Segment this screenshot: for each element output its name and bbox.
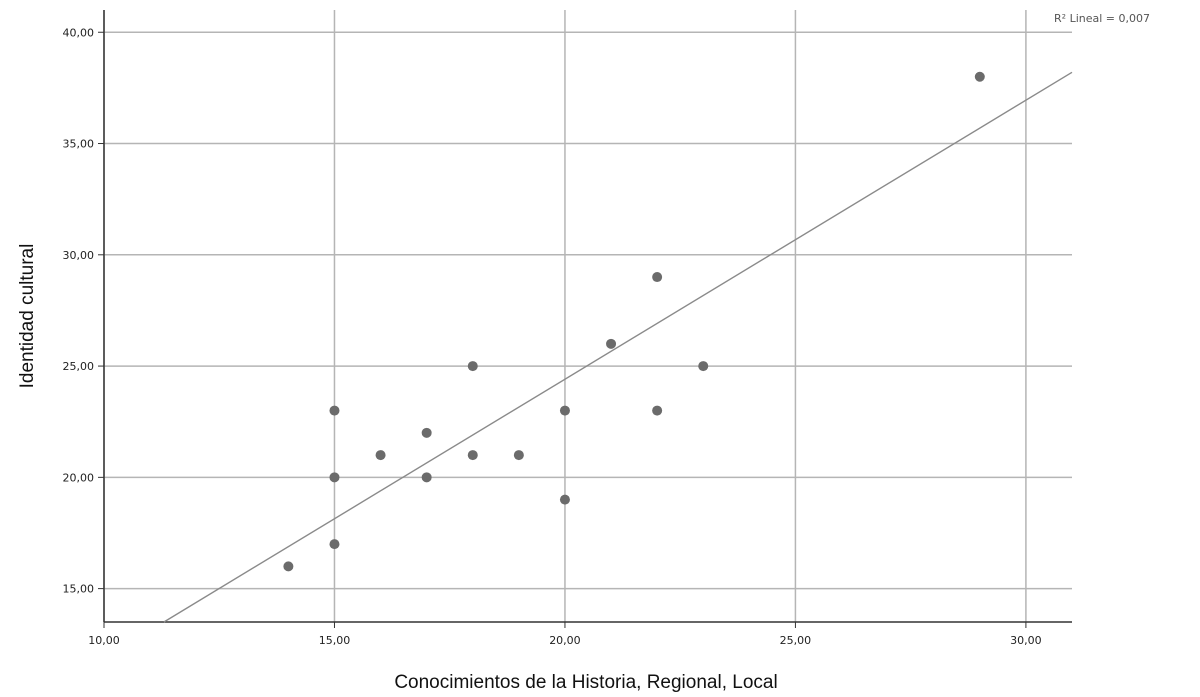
data-point: [421, 472, 432, 483]
y-tick-label: 35,00: [63, 138, 95, 151]
data-point: [329, 472, 340, 483]
data-point: [698, 361, 709, 372]
data-point: [329, 405, 340, 416]
y-tick-label: 40,00: [63, 26, 95, 39]
data-point: [652, 405, 663, 416]
data-point: [652, 272, 663, 283]
data-point: [467, 361, 478, 372]
data-point: [283, 561, 294, 572]
y-tick-label: 20,00: [63, 471, 95, 484]
y-tick-label: 25,00: [63, 360, 95, 373]
x-tick-label: 20,00: [549, 634, 581, 647]
y-tick-label: 15,00: [63, 583, 95, 596]
data-point: [467, 450, 478, 461]
x-tick-label: 25,00: [780, 634, 812, 647]
data-point: [559, 494, 570, 505]
grid-lines: [103, 10, 1072, 622]
x-tick-label: 30,00: [1010, 634, 1042, 647]
data-point: [329, 539, 340, 550]
tick-labels: 10,00 15,00 20,00 25,00 30,00 15,00 20,00 25,00…: [63, 26, 1042, 647]
data-point: [974, 71, 985, 82]
x-axis-title: Conocimientos de la Historia, Regional, …: [394, 672, 777, 693]
data-point: [559, 405, 570, 416]
y-tick-label: 30,00: [63, 249, 95, 262]
data-point: [513, 450, 524, 461]
data-points: [283, 71, 985, 572]
regression-line: [163, 71, 1073, 623]
x-tick-label: 10,00: [88, 634, 120, 647]
y-axis-title: Identidad cultural: [17, 244, 38, 389]
fit-line-group: [163, 71, 1073, 623]
axes: [98, 10, 1072, 628]
fit-line-label: R² Lineal = 0,007: [1054, 12, 1150, 25]
data-point: [606, 338, 617, 349]
data-point: [375, 450, 386, 461]
data-point: [421, 427, 432, 438]
x-tick-label: 15,00: [319, 634, 351, 647]
